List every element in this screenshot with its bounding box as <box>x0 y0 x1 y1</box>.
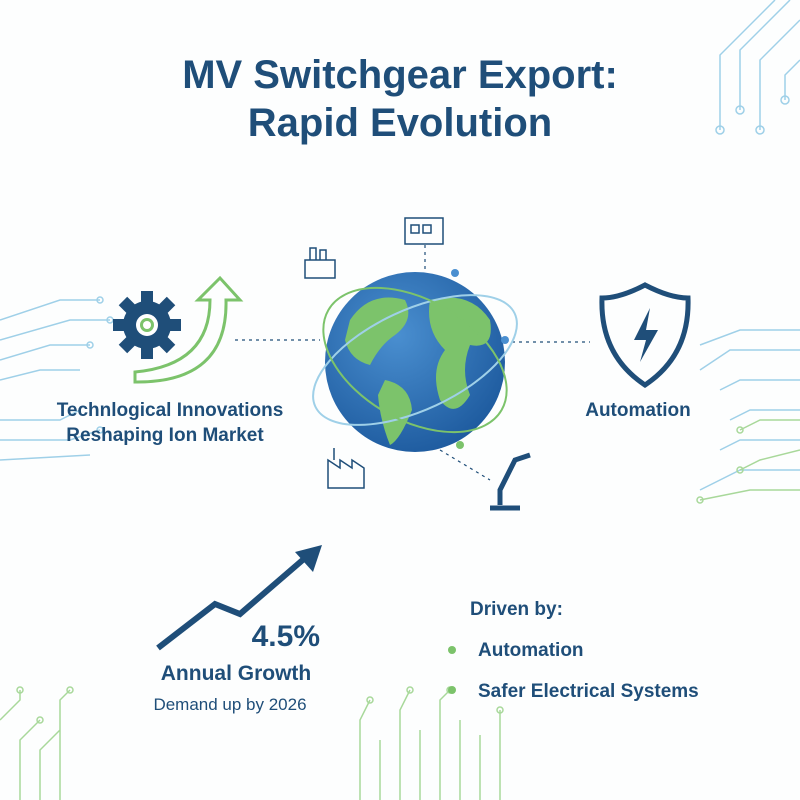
globe <box>304 217 590 511</box>
gear-icon <box>113 275 244 384</box>
driver-item: Safer Electrical Systems <box>478 681 699 702</box>
bullet <box>448 686 456 694</box>
growth-arrow <box>156 545 322 651</box>
bullet <box>448 646 456 654</box>
left-label: Technlogical Innovations <box>57 400 284 421</box>
growth-label: Annual Growth <box>161 662 312 685</box>
title-line: Rapid Evolution <box>248 101 552 145</box>
driver-item: Automation <box>478 640 584 661</box>
growth-note: Demand up by 2026 <box>153 695 306 714</box>
left-label: Reshaping Ion Market <box>66 425 264 446</box>
title-line: MV Switchgear Export: <box>182 53 618 97</box>
drivers-heading: Driven by: <box>470 599 563 620</box>
shield-icon <box>599 282 691 389</box>
growth-figure: 4.5% <box>252 620 320 653</box>
right-label: Automation <box>585 400 691 421</box>
